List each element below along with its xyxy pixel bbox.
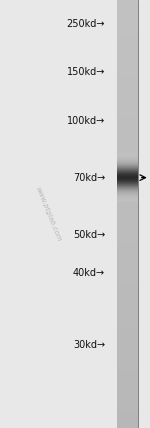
Text: 250kd→: 250kd→ — [66, 18, 105, 29]
Text: 40kd→: 40kd→ — [73, 268, 105, 278]
Text: 100kd→: 100kd→ — [67, 116, 105, 126]
Text: 30kd→: 30kd→ — [73, 339, 105, 350]
Text: 50kd→: 50kd→ — [73, 229, 105, 240]
Text: www.ptglab.com: www.ptglab.com — [34, 186, 62, 242]
Text: 70kd→: 70kd→ — [73, 172, 105, 183]
Text: 150kd→: 150kd→ — [67, 67, 105, 77]
